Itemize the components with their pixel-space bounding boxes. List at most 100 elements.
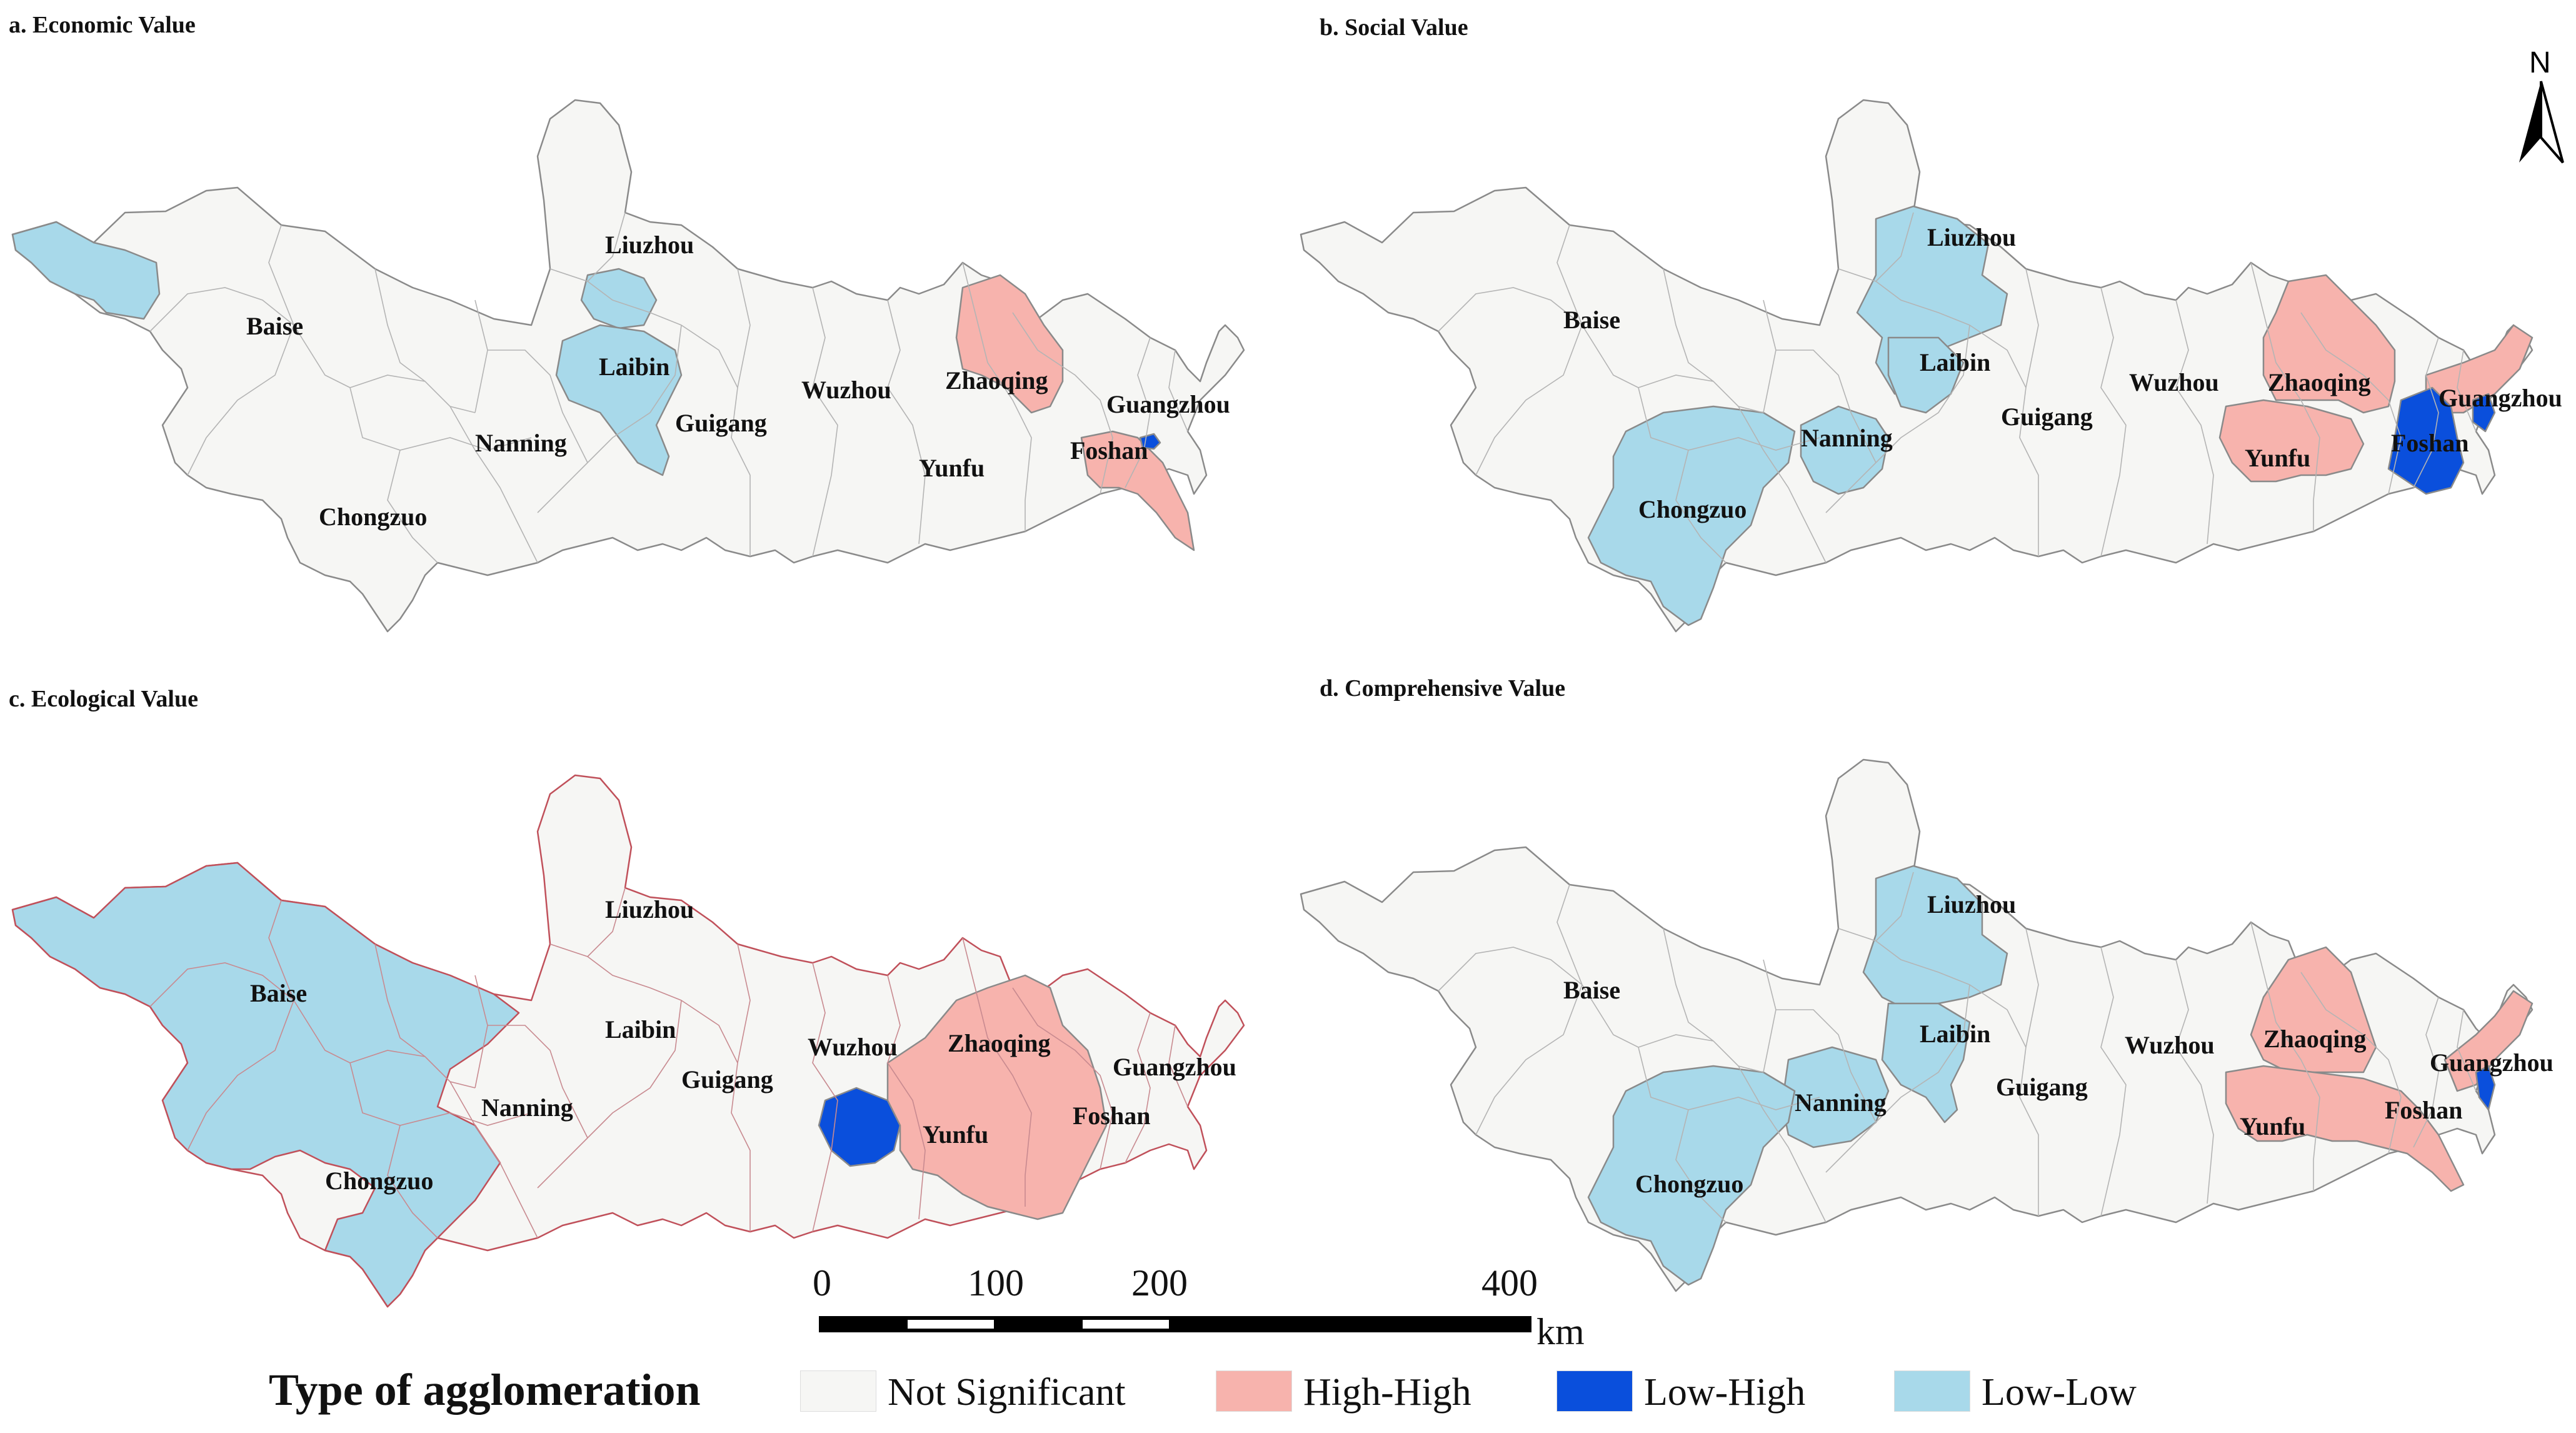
legend-item-low-high: Low-High [1556, 1368, 1844, 1418]
low-low-region-chongzuo [1587, 1065, 1796, 1286]
city-label-liuzhou: Liuzhou [1927, 223, 2016, 251]
legend-label-low-high: Low-High [1644, 1371, 1806, 1414]
city-label-nanning: Nanning [1795, 1089, 1887, 1117]
legend-swatch-high-high [1216, 1370, 1292, 1412]
north-arrow-left-half [2519, 81, 2541, 163]
legend-label-low-low: Low-Low [1982, 1371, 2137, 1414]
legend-label-not-significant: Not Significant [888, 1371, 1126, 1414]
city-label-foshan: Foshan [1070, 436, 1148, 465]
city-label-foshan: Foshan [2391, 429, 2469, 457]
city-label-guangzhou: Guangzhou [1106, 390, 1230, 418]
city-label-guigang: Guigang [2001, 403, 2093, 431]
high-high-region-zhaoqing [955, 274, 1064, 414]
low-low-region-laibin [1881, 1002, 1971, 1124]
city-label-wuzhou: Wuzhou [2129, 368, 2219, 396]
city-label-laibin: Laibin [1920, 1020, 1990, 1048]
high-high-region-zhaoqing [2262, 274, 2396, 414]
city-label-wuzhou: Wuzhou [801, 376, 891, 404]
city-label-zhaoqing: Zhaoqing [945, 366, 1048, 395]
legend-title: Type of agglomeration [269, 1365, 701, 1415]
scale-tick-400: 400 [1481, 1262, 1538, 1304]
city-label-guangzhou: Guangzhou [2438, 384, 2562, 412]
scale-bar-segment-white-1 [908, 1320, 994, 1329]
legend-item-high-high: High-High [1216, 1368, 1503, 1418]
city-label-zhaoqing: Zhaoqing [2263, 1025, 2367, 1053]
city-label-yunfu: Yunfu [2240, 1112, 2305, 1140]
panel-title: c. Ecological Value [9, 686, 198, 712]
scale-unit: km [1536, 1311, 1585, 1352]
panel-title: d. Comprehensive Value [1320, 675, 1566, 701]
city-label-nanning: Nanning [1801, 424, 1893, 452]
city-label-baise: Baise [1563, 976, 1620, 1004]
city-label-nanning: Nanning [475, 429, 567, 457]
high-high-region-yunfu-foshan [2225, 1065, 2465, 1192]
panel-title: a. Economic Value [9, 12, 196, 38]
low-high-region-wuzhou [818, 1087, 901, 1167]
scale-tick-200: 200 [1131, 1262, 1188, 1304]
north-arrow-label: N [2529, 46, 2551, 79]
low-low-region-laibin [1887, 336, 1965, 414]
city-label-zhaoqing: Zhaoqing [2268, 368, 2371, 396]
city-label-wuzhou: Wuzhou [2125, 1031, 2215, 1059]
city-label-baise: Baise [1563, 306, 1620, 334]
city-label-liuzhou: Liuzhou [605, 231, 694, 259]
low-low-region-chongzuo [1587, 405, 1796, 626]
city-label-laibin: Laibin [605, 1015, 676, 1043]
low-low-region-liuzhou [1862, 865, 2008, 1011]
scale-bar-segment-white-2 [1083, 1320, 1169, 1329]
map-social-value: Liuzhou Baise Laibin Zhaoqing Wuzhou Gua… [1300, 99, 2562, 633]
legend-swatch-low-high [1556, 1370, 1633, 1412]
city-label-guigang: Guigang [681, 1065, 773, 1094]
city-label-chongzuo: Chongzuo [319, 503, 427, 531]
legend: Type of agglomeration Not Significant Hi… [269, 1363, 2519, 1425]
city-label-laibin: Laibin [599, 353, 669, 381]
legend-item-low-low: Low-Low [1894, 1368, 2182, 1418]
city-label-chongzuo: Chongzuo [1638, 495, 1747, 523]
city-label-liuzhou: Liuzhou [605, 895, 694, 923]
low-low-region-baise [11, 862, 520, 1308]
legend-label-high-high: High-High [1303, 1371, 1471, 1414]
city-label-yunfu: Yunfu [2245, 444, 2310, 472]
high-high-region-zhaoqing [2250, 946, 2377, 1073]
low-low-region-liuzhou [580, 268, 658, 329]
city-label-yunfu: Yunfu [923, 1120, 988, 1149]
low-low-region-baise-west [11, 221, 161, 320]
city-label-zhaoqing: Zhaoqing [948, 1029, 1051, 1057]
city-label-chongzuo: Chongzuo [1635, 1170, 1743, 1198]
low-high-region-guangzhou [2475, 1065, 2496, 1111]
city-label-guangzhou: Guangzhou [1113, 1053, 1236, 1081]
legend-swatch-not-significant [800, 1370, 876, 1412]
city-label-guangzhou: Guangzhou [2430, 1048, 2553, 1077]
city-label-baise: Baise [250, 979, 307, 1007]
map-comprehensive-value: Liuzhou Baise Laibin Zhaoqing Wuzhou Gua… [1300, 758, 2553, 1292]
panel-social-value: b. Social Value Liuzhou Baise Laibin Zha… [1288, 0, 2576, 663]
city-label-baise: Baise [246, 312, 303, 340]
city-label-guigang: Guigang [1996, 1073, 2088, 1101]
panel-economic-value: a. Economic Value Liuzhou Baise Laibin W… [0, 0, 1288, 663]
scale-tick-0: 0 [813, 1262, 831, 1304]
city-label-wuzhou: Wuzhou [808, 1033, 898, 1061]
city-label-foshan: Foshan [2385, 1096, 2463, 1124]
city-label-liuzhou: Liuzhou [1927, 890, 2016, 918]
north-arrow: N [2507, 44, 2575, 181]
city-label-chongzuo: Chongzuo [325, 1167, 433, 1195]
legend-item-not-significant: Not Significant [800, 1368, 1150, 1418]
scale-tick-100: 100 [968, 1262, 1024, 1304]
low-high-region-guangzhou [2472, 393, 2496, 433]
legend-swatch-low-low [1894, 1370, 1970, 1412]
panel-title: b. Social Value [1320, 14, 1468, 41]
high-high-region-zhaoqing-yunfu [886, 974, 1108, 1220]
panel-ecological-value: c. Ecological Value Liuzhou Baise Laibin… [0, 675, 1288, 1338]
high-high-region-guangzhou [2443, 990, 2533, 1092]
city-label-yunfu: Yunfu [919, 454, 985, 482]
low-high-region-foshan [2387, 386, 2465, 495]
north-arrow-icon: N [2519, 46, 2564, 164]
city-label-nanning: Nanning [481, 1094, 573, 1122]
city-label-foshan: Foshan [1073, 1102, 1151, 1130]
map-economic-value: Liuzhou Baise Laibin Wuzhou Zhaoqing Gua… [11, 99, 1245, 633]
high-high-region-yunfu [2218, 399, 2365, 483]
north-arrow-right-half [2540, 81, 2564, 164]
city-label-guigang: Guigang [675, 409, 767, 437]
scale-bar: 0 100 200 400 km [806, 1257, 1594, 1357]
map-ecological-value: Liuzhou Baise Laibin Wuzhou Zhaoqing Gua… [11, 774, 1245, 1308]
